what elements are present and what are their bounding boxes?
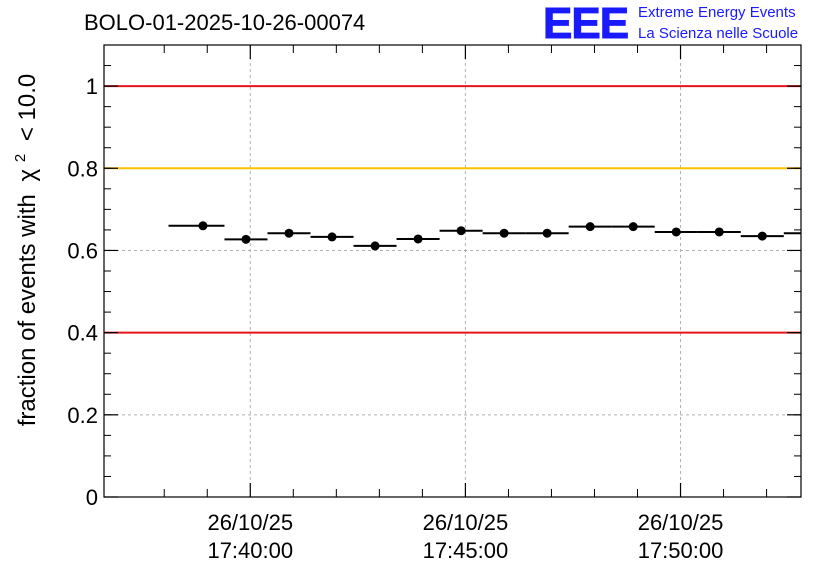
data-point	[413, 234, 423, 244]
x-tick-label-date: 26/10/25	[207, 510, 293, 535]
x-tick-label-time: 17:50:00	[638, 538, 724, 563]
data-point	[456, 226, 466, 236]
data-point	[757, 231, 767, 241]
x-tick-label-time: 17:45:00	[423, 538, 509, 563]
data-point	[671, 227, 681, 237]
data-point	[241, 234, 251, 244]
data-point	[714, 227, 724, 237]
data-point	[585, 222, 595, 232]
y-axis-title-prefix: fraction of events with	[14, 194, 41, 426]
chart-title: BOLO-01-2025-10-26-00074	[84, 10, 366, 35]
y-axis-title-suffix: < 10.0	[14, 74, 41, 141]
y-tick-label: 0.4	[67, 321, 98, 346]
y-tick-label: 1	[86, 74, 98, 99]
y-axis-title: fraction of events with χ 2 < 10.0	[4, 74, 41, 427]
x-tick-label-date: 26/10/25	[638, 510, 724, 535]
data-point	[628, 222, 638, 232]
y-tick-label: 0	[86, 485, 98, 510]
axis-labels: 0 0.2 0.4 0.6 0.8 1 26/10/25 17:40:00 26/10/25 17…	[67, 74, 723, 563]
y-tick-label: 0.8	[67, 156, 98, 181]
x-tick-label-date: 26/10/25	[423, 510, 509, 535]
data-points	[168, 221, 801, 251]
eee-logo-mark: EEE	[542, 0, 629, 48]
y-axis-title-symbol: χ	[14, 168, 41, 181]
data-point	[370, 241, 380, 251]
y-tick-label: 0.6	[67, 238, 98, 263]
data-point	[327, 232, 337, 242]
logo-subtitle-line1: Extreme Energy Events	[638, 4, 796, 21]
axis-ticks	[104, 44, 801, 498]
y-axis-title-exponent: 2	[12, 154, 29, 162]
x-tick-label-time: 17:40:00	[207, 538, 293, 563]
data-point	[198, 221, 208, 231]
logo-subtitle-line2: La Scienza nelle Scuole	[638, 25, 799, 42]
grid-layer	[104, 45, 801, 497]
data-point	[499, 228, 509, 238]
y-tick-label: 0.2	[67, 403, 98, 428]
data-point	[542, 228, 552, 238]
reference-lines	[104, 85, 801, 334]
data-point	[284, 228, 294, 238]
plot-frame	[103, 44, 802, 498]
